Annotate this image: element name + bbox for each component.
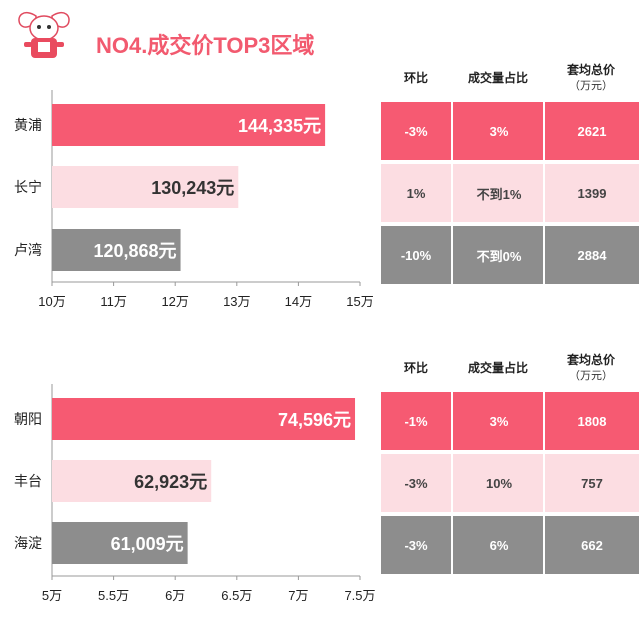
cell-mom: 1% — [381, 164, 451, 222]
mascot-icon — [18, 12, 70, 58]
category-label: 卢湾 — [14, 242, 42, 258]
category-label: 海淀 — [14, 535, 42, 551]
cell-mom: -3% — [381, 102, 451, 160]
value-label: 120,868元 — [93, 241, 176, 261]
cell-volume-share: 3% — [451, 392, 545, 450]
cell-volume-share: 3% — [451, 102, 545, 160]
bar — [52, 166, 239, 208]
cell-avg-total-price: 2884 — [543, 226, 639, 284]
x-tick-label: 12万 — [161, 294, 188, 309]
x-tick-label: 7.5万 — [344, 588, 375, 603]
table-row: -10% 不到0% 2884 — [381, 226, 639, 284]
x-tick-label: 13万 — [223, 294, 250, 309]
value-label: 144,335元 — [238, 116, 321, 136]
category-label: 长宁 — [14, 179, 42, 195]
cell-mom: -10% — [381, 226, 451, 284]
table-row: -3% 3% 2621 — [381, 102, 639, 160]
header-volume-share: 成交量占比 — [467, 361, 528, 375]
value-label: 74,596元 — [278, 410, 351, 430]
category-label: 朝阳 — [14, 411, 42, 427]
table-row: -3% 6% 662 — [381, 516, 639, 574]
x-tick-label: 6.5万 — [221, 588, 252, 603]
cell-volume-share: 6% — [451, 516, 545, 574]
header-avg-total-price: 套均总价 （万元） — [566, 353, 615, 382]
x-tick-label: 6万 — [165, 588, 185, 603]
bar — [52, 229, 181, 271]
table-header: 环比 成交量占比 套均总价 （万元） — [381, 56, 637, 100]
category-label: 黄浦 — [14, 117, 42, 133]
chart-panel-1: 黄浦 144,335元长宁 130,243元卢湾 120,868元 10万 11万 12万 1… — [0, 0, 641, 309]
x-tick-label: 15万 — [346, 294, 373, 309]
cell-mom: -1% — [381, 392, 451, 450]
value-label: 62,923元 — [134, 472, 207, 492]
bar — [52, 522, 188, 564]
table-row: -1% 3% 1808 — [381, 392, 639, 450]
table-row: -3% 10% 757 — [381, 454, 639, 512]
x-tick-label: 5万 — [42, 588, 62, 603]
table-row: 1% 不到1% 1399 — [381, 164, 639, 222]
x-tick-label: 5.5万 — [98, 588, 129, 603]
cell-avg-total-price: 2621 — [543, 102, 639, 160]
x-tick-label: 10万 — [38, 294, 65, 309]
x-tick-label: 14万 — [285, 294, 312, 309]
bar — [52, 398, 356, 440]
header-avg-total-price: 套均总价 （万元） — [566, 63, 615, 92]
bar — [52, 104, 326, 146]
cell-mom: -3% — [381, 454, 451, 512]
x-tick-label: 11万 — [100, 294, 127, 309]
header-volume-share: 成交量占比 — [467, 71, 528, 85]
page-title: NO4.成交价TOP3区域 — [96, 33, 315, 58]
table-header: 环比 成交量占比 套均总价 （万元） — [381, 346, 637, 390]
cell-avg-total-price: 757 — [543, 454, 639, 512]
value-label: 130,243元 — [151, 178, 234, 198]
cell-volume-share: 不到1% — [451, 164, 545, 222]
header-mom: 环比 — [403, 361, 428, 375]
category-label: 丰台 — [14, 473, 42, 489]
chart-panel-2: 朝阳 74,596元丰台 62,923元海淀 61,009元 5万 5.5万 6万 6.5万 7… — [0, 330, 641, 630]
cell-volume-share: 10% — [451, 454, 545, 512]
cell-avg-total-price: 662 — [543, 516, 639, 574]
bar — [52, 460, 212, 502]
cell-avg-total-price: 1399 — [543, 164, 639, 222]
x-tick-label: 7万 — [288, 588, 308, 603]
value-label: 61,009元 — [111, 534, 184, 554]
cell-mom: -3% — [381, 516, 451, 574]
cell-volume-share: 不到0% — [451, 226, 545, 284]
cell-avg-total-price: 1808 — [543, 392, 639, 450]
header-mom: 环比 — [403, 71, 428, 85]
